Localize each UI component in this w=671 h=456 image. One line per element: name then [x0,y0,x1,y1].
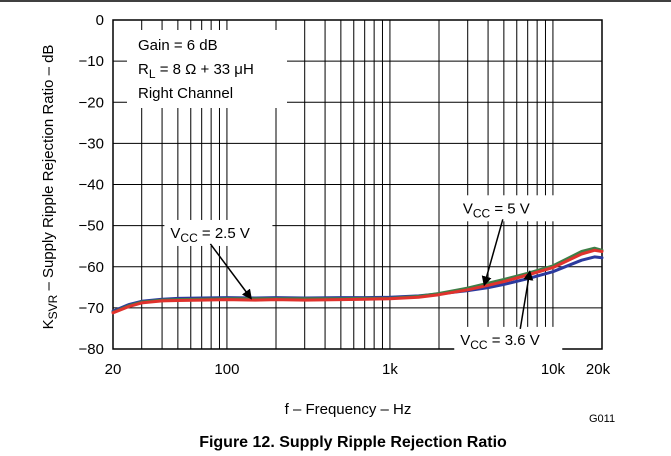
y-tick-label: −10 [79,53,104,70]
y-tick-label: −70 [79,300,104,317]
series-line [111,255,604,313]
y-tick-label: 0 [96,12,104,29]
test-conditions: Gain = 6 dB RL = 8 Ω + 33 μH Right Chann… [138,37,254,102]
x-tick-label: 20 [105,361,122,378]
x-tick-labels: 20 100 1k 10k 20k [105,361,611,378]
y-tick-label: −40 [79,177,104,194]
y-tick-labels: 0 −10 −20 −30 −40 −50 −60 −70 −80 [79,12,104,358]
annotation-arrow [519,270,534,330]
annotation-label-bg [164,219,273,246]
conditions-box [127,30,287,108]
y-tick-label: −60 [79,259,104,276]
condition-channel: Right Channel [138,85,233,102]
y-tick-label: −80 [79,341,104,358]
annotation-arrow [481,219,504,287]
series-line [111,248,604,315]
annotation-arrow [209,243,252,300]
x-tick-label: 1k [382,361,398,378]
series-lines [111,246,604,315]
annotation-label-bg [454,326,563,353]
y-tick-label: −20 [79,94,104,111]
x-tick-label: 10k [541,361,566,378]
condition-load: RL = 8 Ω + 33 μH [138,61,254,81]
x-tick-label: 20k [586,361,611,378]
y-tick-label: −50 [79,218,104,235]
figure-caption: Figure 12. Supply Ripple Rejection Ratio [199,434,507,451]
annotation-label-bg [456,195,565,222]
condition-gain: Gain = 6 dB [138,37,218,54]
x-axis-label: f – Frequency – Hz [285,401,412,418]
y-tick-label: −30 [79,135,104,152]
x-tick-label: 100 [214,361,239,378]
figure-id: G011 [589,413,615,425]
y-axis-label: KSVR – Supply Ripple Rejection Ratio – d… [40,45,60,330]
plot-frame [112,19,603,350]
